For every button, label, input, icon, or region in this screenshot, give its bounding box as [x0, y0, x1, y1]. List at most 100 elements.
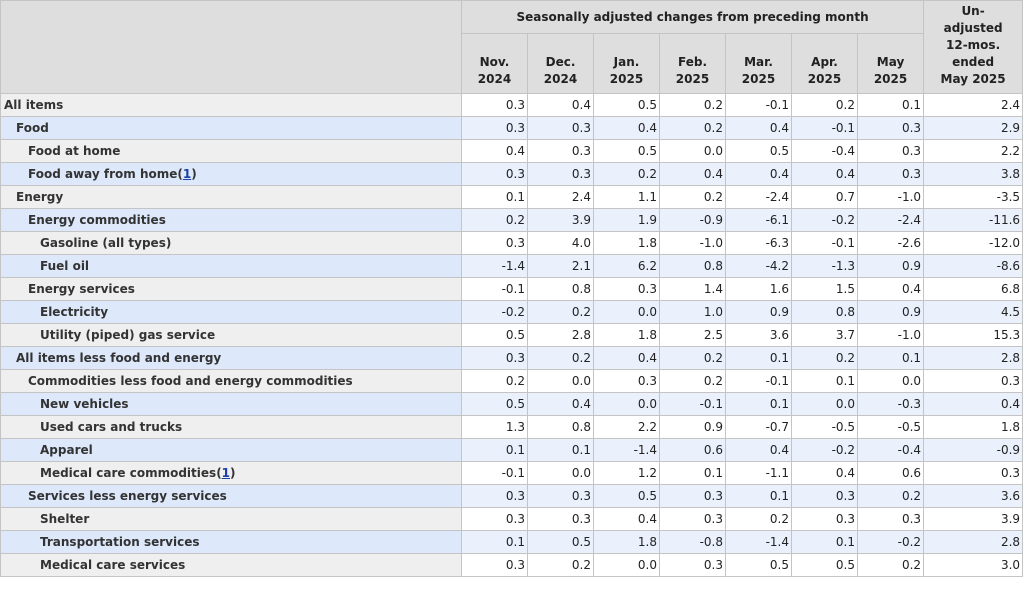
unadjusted-header-line: 12-mos.	[946, 37, 1001, 52]
month-value-cell: -0.1	[791, 231, 858, 255]
row-label: Shelter	[40, 512, 90, 526]
month-value-cell: -1.0	[659, 231, 726, 255]
table-row: Medical care services 0.3 0.2 0.0 0.3 0.5 0.5 0…	[0, 553, 1024, 577]
row-label-cell: Energy commodities	[0, 208, 462, 232]
month-value-cell: 0.3	[461, 507, 528, 531]
row-label: Transportation services	[40, 535, 200, 549]
row-label-cell: Medical care commodities(1)	[0, 461, 462, 485]
table-row: New vehicles 0.5 0.4 0.0 -0.1 0.1 0.0 -0.3 0.4	[0, 392, 1024, 416]
month-value-cell: 0.6	[856, 461, 925, 485]
month-value-cell: 0.0	[593, 392, 660, 416]
month-value-cell: -0.4	[856, 438, 925, 462]
month-value-cell: 0.1	[725, 346, 792, 370]
month-value-cell: -1.1	[725, 461, 792, 485]
month-value-cell: 0.9	[856, 254, 925, 278]
month-value-cell: -0.2	[791, 208, 858, 232]
unadjusted-value-cell: -8.6	[923, 254, 1024, 278]
month-value-cell: 0.4	[791, 162, 858, 186]
month-value-cell: 0.2	[856, 484, 925, 508]
month-value-cell: 0.4	[725, 116, 792, 140]
month-column-header: Mar. 2025	[725, 33, 792, 94]
month-value-cell: 0.2	[725, 507, 792, 531]
unadjusted-value-cell: 0.4	[923, 392, 1024, 416]
month-value-cell: 0.0	[593, 300, 660, 324]
row-label: Gasoline (all types)	[40, 236, 172, 250]
row-label-cell: Shelter	[0, 507, 462, 531]
month-value-cell: 0.3	[527, 507, 594, 531]
month-value-cell: 2.2	[593, 415, 660, 439]
month-value-cell: 0.3	[659, 484, 726, 508]
month-value-cell: 2.1	[527, 254, 594, 278]
month-value-cell: 0.0	[527, 461, 594, 485]
month-value-cell: 0.0	[659, 139, 726, 163]
month-value-cell: 0.4	[593, 116, 660, 140]
month-value-cell: 0.4	[659, 162, 726, 186]
month-value-cell: 0.2	[593, 162, 660, 186]
month-value-cell: 0.5	[725, 553, 792, 577]
month-value-cell: 0.4	[725, 162, 792, 186]
month-value-cell: 2.8	[527, 323, 594, 347]
month-value-cell: 0.9	[725, 300, 792, 324]
month-value-cell: 0.2	[659, 185, 726, 209]
row-label-cell: Electricity	[0, 300, 462, 324]
month-value-cell: -1.4	[725, 530, 792, 554]
month-value-cell: 0.4	[856, 277, 925, 301]
month-value-cell: 0.5	[593, 484, 660, 508]
month-value-cell: 0.4	[527, 392, 594, 416]
month-value-cell: -0.2	[856, 530, 925, 554]
month-value-cell: -2.6	[856, 231, 925, 255]
month-value-cell: -1.4	[593, 438, 660, 462]
month-value-cell: 0.4	[593, 507, 660, 531]
month-value-cell: 1.4	[659, 277, 726, 301]
unadjusted-value-cell: 3.9	[923, 507, 1024, 531]
month-header-row: Nov. 2024 Dec. 2024 Jan. 2025 Feb. 2025 Mar. 2025…	[1, 33, 1023, 94]
table-row: Electricity -0.2 0.2 0.0 1.0 0.9 0.8 0.9 4.5	[0, 300, 1024, 324]
unadjusted-value-cell: -3.5	[923, 185, 1024, 209]
month-value-cell: 0.1	[725, 484, 792, 508]
month-value-cell: -1.3	[791, 254, 858, 278]
table-row: Energy commodities 0.2 3.9 1.9 -0.9 -6.1 -0.2-…	[0, 208, 1024, 232]
month-value-cell: 0.3	[856, 116, 925, 140]
month-column-header: May 2025	[856, 33, 925, 94]
month-value-cell: 0.1	[856, 93, 925, 117]
row-label: All items	[4, 98, 64, 112]
month-value-cell: 1.8	[593, 323, 660, 347]
month-value-cell: -0.5	[856, 415, 925, 439]
month-column-header: Feb. 2025	[659, 33, 726, 94]
month-value-cell: 1.3	[461, 415, 528, 439]
month-value-cell: 0.8	[659, 254, 726, 278]
unadjusted-value-cell: -0.9	[923, 438, 1024, 462]
month-value-cell: 0.1	[659, 461, 726, 485]
month-value-cell: 0.8	[791, 300, 858, 324]
month-value-cell: -0.1	[659, 392, 726, 416]
month-value-cell: 1.6	[725, 277, 792, 301]
month-value-cell: 0.3	[527, 484, 594, 508]
month-value-cell: 1.8	[593, 530, 660, 554]
month-value-cell: 0.3	[527, 116, 594, 140]
row-label: Energy	[16, 190, 64, 204]
month-name: Apr.	[811, 55, 838, 69]
row-label: Services less energy services	[28, 489, 227, 503]
unadjusted-header-line: Un-	[961, 3, 985, 18]
month-value-cell: 0.1	[461, 185, 528, 209]
month-value-cell: 0.1	[856, 346, 925, 370]
month-value-cell: -0.1	[461, 461, 528, 485]
month-value-cell: 0.5	[791, 553, 858, 577]
month-value-cell: 1.1	[593, 185, 660, 209]
month-value-cell: 0.1	[791, 369, 858, 393]
month-value-cell: 0.4	[593, 346, 660, 370]
month-value-cell: 0.2	[791, 93, 858, 117]
month-value-cell: 0.6	[659, 438, 726, 462]
row-label: Apparel	[40, 443, 93, 457]
month-value-cell: 0.3	[461, 93, 528, 117]
month-value-cell: 0.1	[461, 530, 528, 554]
footnote-link[interactable]: 1	[221, 466, 231, 480]
month-value-cell: 0.3	[461, 553, 528, 577]
month-value-cell: -0.1	[461, 277, 528, 301]
month-value-cell: 0.2	[527, 553, 594, 577]
month-value-cell: 0.5	[461, 392, 528, 416]
unadjusted-value-cell: 0.3	[923, 369, 1024, 393]
month-value-cell: 0.1	[791, 530, 858, 554]
footnote-link[interactable]: 1	[182, 167, 192, 181]
unadjusted-value-cell: -11.6	[923, 208, 1024, 232]
